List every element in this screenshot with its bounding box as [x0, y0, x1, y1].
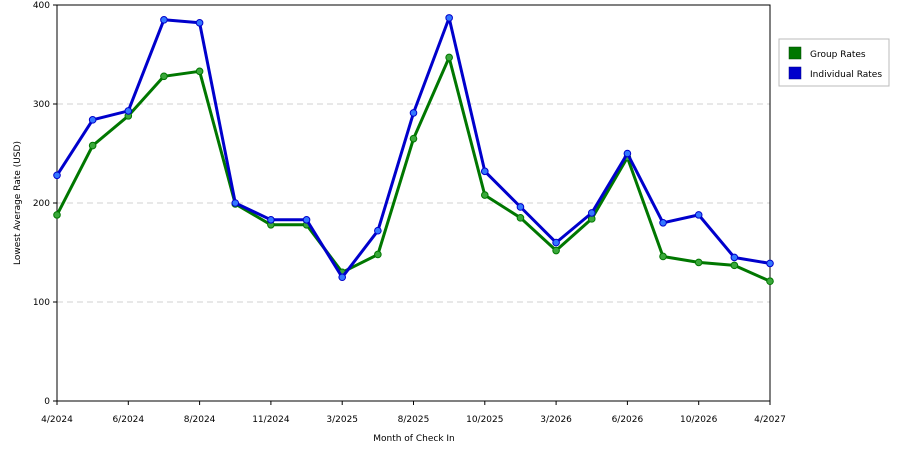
data-point-group-rates	[409, 134, 418, 143]
data-point-individual-rates	[195, 19, 204, 27]
data-point-group-rates	[730, 261, 739, 270]
y-tick-label: 200	[33, 199, 50, 209]
data-point-group-rates	[445, 53, 453, 62]
data-point-group-rates	[160, 72, 168, 81]
x-tick-label: 4/2027	[754, 415, 786, 425]
data-point-group-rates	[481, 191, 489, 199]
x-tick-label: 11/2024	[252, 415, 290, 425]
y-axis-title: Lowest Average Rate (USD)	[13, 141, 23, 265]
x-tick-label: 6/2026	[612, 415, 644, 425]
data-point-individual-rates	[694, 211, 703, 219]
data-point-individual-rates	[53, 171, 61, 180]
x-tick-label: 10/2025	[466, 415, 503, 425]
y-tick-label: 300	[33, 100, 50, 110]
legend-label-group: Group Rates	[810, 50, 866, 60]
data-point-individual-rates	[302, 216, 311, 224]
data-point-individual-rates	[124, 107, 133, 115]
legend-label-individual: Individual Rates	[810, 70, 882, 80]
data-point-individual-rates	[623, 149, 632, 158]
x-tick-label: 10/2026	[680, 415, 718, 425]
data-point-group-rates	[694, 258, 703, 267]
data-point-individual-rates	[88, 116, 97, 124]
x-tick-label: 8/2024	[184, 415, 216, 425]
y-tick-label: 0	[44, 397, 50, 407]
data-point-individual-rates	[587, 209, 596, 217]
x-tick-label: 3/2026	[540, 415, 572, 425]
y-tick-label: 400	[33, 1, 50, 11]
x-tick-label: 3/2025	[326, 415, 358, 425]
data-point-individual-rates	[231, 199, 240, 207]
legend: Group Rates Individual Rates	[778, 38, 890, 87]
data-point-group-rates	[516, 214, 525, 222]
x-tick-label: 8/2025	[398, 415, 430, 425]
data-point-individual-rates	[766, 259, 774, 268]
data-point-individual-rates	[267, 216, 275, 224]
x-axis-title: Month of Check In	[373, 434, 455, 444]
data-point-individual-rates	[409, 109, 418, 117]
series-line-individual-rates	[55, 16, 771, 279]
data-point-group-rates	[88, 141, 97, 150]
data-point-individual-rates	[445, 14, 453, 22]
data-point-individual-rates	[338, 273, 347, 282]
legend-swatch-group	[788, 46, 802, 60]
legend-swatch-individual	[788, 66, 802, 80]
data-point-group-rates	[53, 211, 61, 219]
data-point-individual-rates	[374, 226, 382, 235]
data-point-individual-rates	[481, 167, 489, 176]
axes: 0 100 200 300 400 4/2024 6/2024 8/2024 11/2024 3/…	[33, 1, 786, 425]
x-tick-label: 4/2024	[41, 415, 73, 425]
data-point-group-rates	[374, 250, 382, 259]
data-point-individual-rates	[659, 219, 667, 227]
x-tick-label: 6/2024	[112, 415, 144, 425]
data-point-group-rates	[195, 67, 204, 76]
y-tick-label: 100	[33, 298, 50, 308]
data-point-individual-rates	[730, 253, 739, 262]
data-point-group-rates	[766, 277, 774, 286]
data-point-group-rates	[659, 252, 667, 261]
series-lines	[53, 14, 774, 286]
data-point-group-rates	[552, 246, 560, 255]
data-point-individual-rates	[552, 238, 560, 247]
series-line-group-rates	[55, 56, 771, 283]
data-point-individual-rates	[160, 16, 168, 24]
data-point-individual-rates	[516, 203, 525, 211]
plot-area-border	[56, 4, 771, 402]
grid-lines	[57, 103, 770, 303]
